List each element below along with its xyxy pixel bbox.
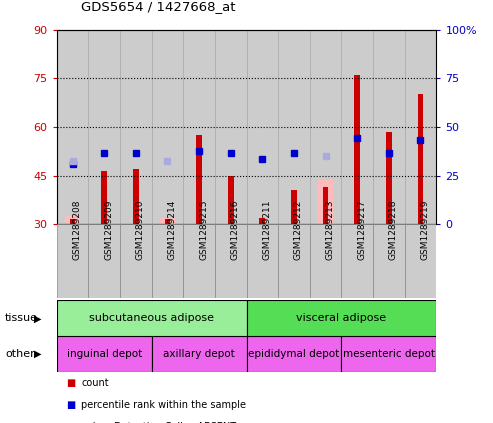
Bar	[323, 187, 328, 224]
Bar	[183, 224, 215, 298]
Text: GSM1289219: GSM1289219	[421, 199, 429, 260]
Bar	[88, 30, 120, 224]
Text: axillary depot: axillary depot	[163, 349, 235, 359]
Text: visceral adipose: visceral adipose	[296, 313, 387, 323]
Bar	[246, 30, 278, 224]
Bar	[66, 216, 80, 224]
Text: other: other	[5, 349, 35, 359]
Bar	[341, 30, 373, 224]
Text: subcutaneous adipose: subcutaneous adipose	[89, 313, 214, 323]
Text: ■: ■	[67, 400, 76, 410]
Text: GDS5654 / 1427668_at: GDS5654 / 1427668_at	[81, 0, 236, 13]
Bar	[310, 224, 341, 298]
Bar	[88, 224, 120, 298]
Text: GSM1289212: GSM1289212	[294, 199, 303, 260]
Bar	[165, 220, 170, 224]
Bar	[373, 30, 405, 224]
Text: GSM1289210: GSM1289210	[136, 199, 145, 260]
Bar	[405, 30, 436, 224]
Bar	[246, 336, 341, 372]
Bar	[228, 176, 234, 224]
Bar	[196, 135, 202, 224]
Text: value, Detection Call = ABSENT: value, Detection Call = ABSENT	[81, 422, 237, 423]
Bar	[215, 30, 246, 224]
Bar	[152, 224, 183, 298]
Bar	[70, 220, 75, 224]
Text: epididymal depot: epididymal depot	[248, 349, 340, 359]
Text: ■: ■	[67, 378, 76, 388]
Bar	[246, 300, 436, 336]
Bar	[246, 224, 278, 298]
Bar	[57, 30, 88, 224]
Bar	[318, 181, 333, 224]
Text: inguinal depot: inguinal depot	[67, 349, 142, 359]
Text: GSM1289216: GSM1289216	[231, 199, 240, 260]
Bar	[57, 224, 88, 298]
Text: ▶: ▶	[34, 313, 41, 323]
Bar	[373, 224, 405, 298]
Bar	[160, 218, 175, 224]
Text: count: count	[81, 378, 109, 388]
Bar	[278, 30, 310, 224]
Bar	[341, 336, 436, 372]
Bar	[101, 171, 107, 224]
Bar	[152, 30, 183, 224]
Text: GSM1289214: GSM1289214	[168, 199, 176, 260]
Bar	[133, 169, 139, 224]
Bar	[215, 224, 246, 298]
Text: GSM1289209: GSM1289209	[104, 199, 113, 260]
Bar	[418, 94, 423, 224]
Text: mesenteric depot: mesenteric depot	[343, 349, 435, 359]
Bar	[152, 336, 246, 372]
Bar	[354, 75, 360, 224]
Bar	[386, 132, 392, 224]
Bar	[183, 30, 215, 224]
Bar	[57, 300, 246, 336]
Text: GSM1289217: GSM1289217	[357, 199, 366, 260]
Bar	[341, 224, 373, 298]
Bar	[405, 224, 436, 298]
Text: GSM1289215: GSM1289215	[199, 199, 208, 260]
Text: GSM1289213: GSM1289213	[325, 199, 335, 260]
Bar	[57, 336, 152, 372]
Text: GSM1289211: GSM1289211	[262, 199, 271, 260]
Bar	[310, 30, 341, 224]
Bar	[259, 218, 265, 224]
Bar	[120, 224, 152, 298]
Text: tissue: tissue	[5, 313, 38, 323]
Text: ■: ■	[67, 422, 76, 423]
Bar	[291, 190, 297, 224]
Text: ▶: ▶	[34, 349, 41, 359]
Text: GSM1289218: GSM1289218	[389, 199, 398, 260]
Bar	[120, 30, 152, 224]
Text: GSM1289208: GSM1289208	[72, 199, 81, 260]
Text: percentile rank within the sample: percentile rank within the sample	[81, 400, 246, 410]
Bar	[278, 224, 310, 298]
